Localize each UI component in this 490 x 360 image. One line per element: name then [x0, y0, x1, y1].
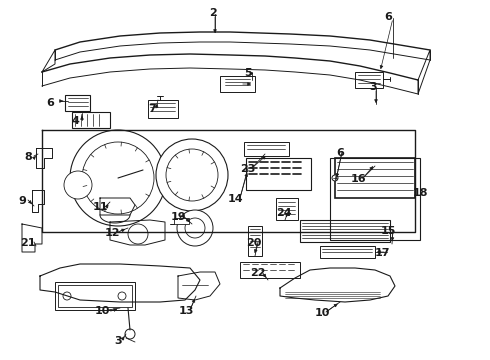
Circle shape: [82, 142, 154, 214]
Text: 17: 17: [374, 248, 390, 258]
Bar: [330, 158, 420, 240]
Circle shape: [156, 139, 228, 211]
Circle shape: [118, 292, 126, 300]
Text: 8: 8: [24, 152, 32, 162]
Text: 12: 12: [104, 228, 120, 238]
Text: 13: 13: [178, 306, 194, 316]
Text: 6: 6: [384, 12, 392, 22]
Circle shape: [128, 224, 148, 244]
Circle shape: [185, 218, 205, 238]
Text: 2: 2: [209, 8, 217, 18]
Bar: [55, 282, 135, 310]
Circle shape: [70, 130, 166, 226]
Text: 15: 15: [380, 226, 396, 236]
Text: 22: 22: [250, 268, 266, 278]
Circle shape: [64, 171, 92, 199]
Circle shape: [166, 149, 218, 201]
Text: 10: 10: [94, 306, 110, 316]
Bar: [335, 158, 415, 198]
Text: 19: 19: [170, 212, 186, 222]
Text: 4: 4: [71, 116, 79, 126]
Circle shape: [332, 175, 338, 181]
Circle shape: [125, 329, 135, 339]
Text: 14: 14: [227, 194, 243, 204]
Bar: [174, 218, 189, 224]
Bar: [276, 198, 298, 220]
Text: 18: 18: [412, 188, 428, 198]
Text: 9: 9: [18, 196, 26, 206]
Bar: [244, 142, 289, 156]
Bar: [72, 112, 110, 128]
Circle shape: [177, 210, 213, 246]
Bar: [300, 220, 390, 242]
Bar: [148, 100, 178, 118]
Text: 10: 10: [314, 308, 330, 318]
Text: 3: 3: [114, 336, 122, 346]
Bar: [248, 226, 262, 256]
Text: 5: 5: [244, 68, 252, 78]
Text: 3: 3: [369, 82, 377, 92]
Bar: [58, 285, 132, 307]
Text: 6: 6: [46, 98, 54, 108]
Circle shape: [63, 292, 71, 300]
Bar: [240, 262, 300, 278]
Bar: [355, 72, 383, 88]
Text: 20: 20: [246, 238, 262, 248]
Bar: [220, 76, 255, 92]
Text: 6: 6: [336, 148, 344, 158]
Text: 21: 21: [20, 238, 36, 248]
Text: 24: 24: [276, 208, 292, 218]
Text: 7: 7: [148, 104, 156, 114]
Text: 11: 11: [92, 202, 108, 212]
Bar: [246, 158, 311, 190]
Bar: [320, 246, 375, 258]
Text: 16: 16: [350, 174, 366, 184]
Bar: [65, 95, 90, 111]
Text: 23: 23: [240, 164, 256, 174]
